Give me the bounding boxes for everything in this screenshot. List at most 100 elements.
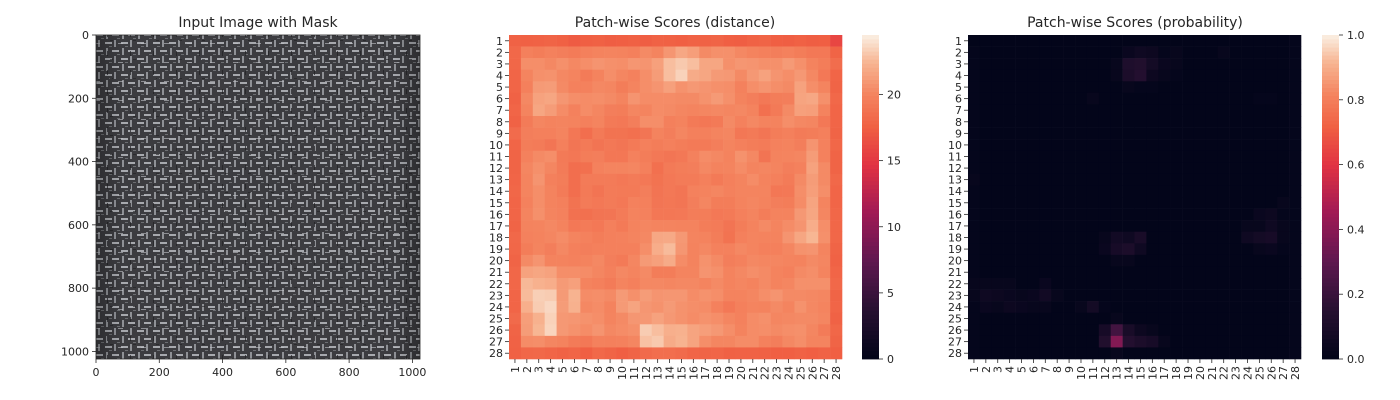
- heatmap-cell: [1075, 162, 1088, 175]
- colorbar-segment: [862, 346, 879, 352]
- colorbar-tick-label: 5: [887, 287, 894, 300]
- heatmap-cell: [1051, 197, 1064, 209]
- colorbar-segment: [862, 306, 879, 311]
- heatmap-cell: [1182, 243, 1195, 256]
- heatmap-cell: [746, 139, 760, 152]
- heatmap-cell: [1241, 185, 1254, 198]
- colorbar-segment: [862, 269, 879, 275]
- heatmap-cell: [830, 46, 843, 59]
- heatmap-cell: [1086, 58, 1100, 71]
- heatmap-cell: [544, 58, 557, 71]
- heatmap-cell: [1003, 278, 1016, 290]
- heatmap-cell: [1134, 69, 1147, 82]
- heatmap-cell: [1265, 278, 1278, 290]
- heatmap-cell: [699, 69, 712, 82]
- heatmap-cell: [782, 58, 795, 71]
- heatmap-cell: [1289, 254, 1302, 267]
- heatmap-cell: [723, 116, 736, 128]
- colorbar-segment: [862, 245, 879, 251]
- heatmap-cell: [1217, 127, 1230, 140]
- heatmap-cell: [616, 139, 629, 152]
- heatmap-cell: [1205, 278, 1219, 290]
- heatmap-y-tick-label: 11: [948, 151, 962, 164]
- heatmap-cell: [1289, 46, 1302, 59]
- heatmap-y-tick-label: 15: [948, 197, 962, 210]
- heatmap-cell: [1122, 231, 1135, 244]
- heatmap-cell: [1003, 46, 1016, 59]
- heatmap-cell: [758, 220, 771, 233]
- heatmap-cell: [675, 116, 688, 128]
- heatmap-cell: [818, 289, 831, 302]
- heatmap-cell: [1039, 35, 1052, 47]
- heatmap-x-tick-label: 27: [1277, 366, 1290, 380]
- heatmap-cell: [806, 266, 819, 279]
- heatmap-cell: [592, 231, 605, 244]
- heatmap-cell: [532, 278, 545, 290]
- heatmap-cell: [1003, 150, 1016, 163]
- heatmap-cell: [1289, 150, 1302, 163]
- heatmap-cell: [991, 185, 1004, 198]
- heatmap-cell: [1039, 173, 1052, 186]
- heatmap-cell: [1241, 243, 1254, 256]
- heatmap-cell: [1205, 220, 1219, 233]
- heatmap-cell: [1193, 312, 1207, 325]
- heatmap-cell: [1122, 81, 1135, 94]
- heatmap-cell: [1086, 335, 1100, 348]
- heatmap-cell: [1265, 301, 1278, 314]
- heatmap-cell: [1122, 278, 1135, 290]
- heatmap-cell: [509, 254, 522, 267]
- heatmap-cell: [1086, 81, 1100, 94]
- heatmap-cell: [1182, 35, 1195, 47]
- heatmap-cell: [1122, 208, 1135, 221]
- heatmap-cell: [1110, 289, 1123, 302]
- heatmap-cell: [604, 312, 617, 325]
- heatmap-cell: [968, 58, 981, 71]
- heatmap-cell: [1134, 104, 1147, 117]
- heatmap-cell: [1277, 69, 1290, 82]
- heatmap-cell: [1265, 312, 1278, 325]
- heatmap-cell: [758, 35, 771, 47]
- heatmap-cell: [651, 220, 664, 233]
- heatmap-cell: [1229, 335, 1242, 348]
- colorbar-segment: [1322, 314, 1339, 319]
- heatmap-cell: [979, 162, 993, 175]
- heatmap-cell: [1205, 92, 1219, 105]
- heatmap-cell: [968, 347, 981, 360]
- heatmap-cell: [1098, 116, 1112, 128]
- heatmap-cell: [1217, 116, 1230, 128]
- heatmap-cell: [544, 116, 557, 128]
- heatmap-cell: [818, 104, 831, 117]
- heatmap-cell: [568, 231, 581, 244]
- heatmap-cell: [1086, 254, 1100, 267]
- heatmap-cell: [1098, 301, 1112, 314]
- heatmap-x-tick-label: 24: [782, 366, 795, 380]
- heatmap-cell: [1098, 254, 1112, 267]
- colorbar-segment: [1322, 116, 1339, 121]
- heatmap-cell: [1170, 92, 1183, 105]
- heatmap-cell: [568, 104, 581, 117]
- heatmap-cell: [1003, 335, 1016, 348]
- heatmap-cell: [711, 301, 724, 314]
- heatmap-cell: [1003, 35, 1016, 47]
- heatmap-cell: [1170, 35, 1183, 47]
- heatmap-cell: [1027, 104, 1040, 117]
- heatmap-cell: [723, 254, 736, 267]
- heatmap-x-tick-label: 20: [1194, 366, 1207, 380]
- heatmap-cell: [1229, 35, 1242, 47]
- heatmap-cell: [663, 278, 676, 290]
- heatmap-cell: [627, 69, 641, 82]
- heatmap-cell: [1015, 208, 1028, 221]
- colorbar-segment: [1322, 87, 1339, 93]
- heatmap-cell: [1003, 324, 1016, 337]
- heatmap-cell: [1289, 35, 1302, 47]
- colorbar-segment: [862, 156, 879, 161]
- heatmap-cell: [627, 231, 641, 244]
- heatmap-cell: [806, 35, 819, 47]
- distance-y-ticks: 1234567891011121314151617181920212223242…: [489, 35, 509, 360]
- heatmap-cell: [627, 335, 641, 348]
- heatmap-cell: [1182, 278, 1195, 290]
- heatmap-cell: [532, 254, 545, 267]
- heatmap-cell: [1265, 104, 1278, 117]
- heatmap-cell: [734, 301, 748, 314]
